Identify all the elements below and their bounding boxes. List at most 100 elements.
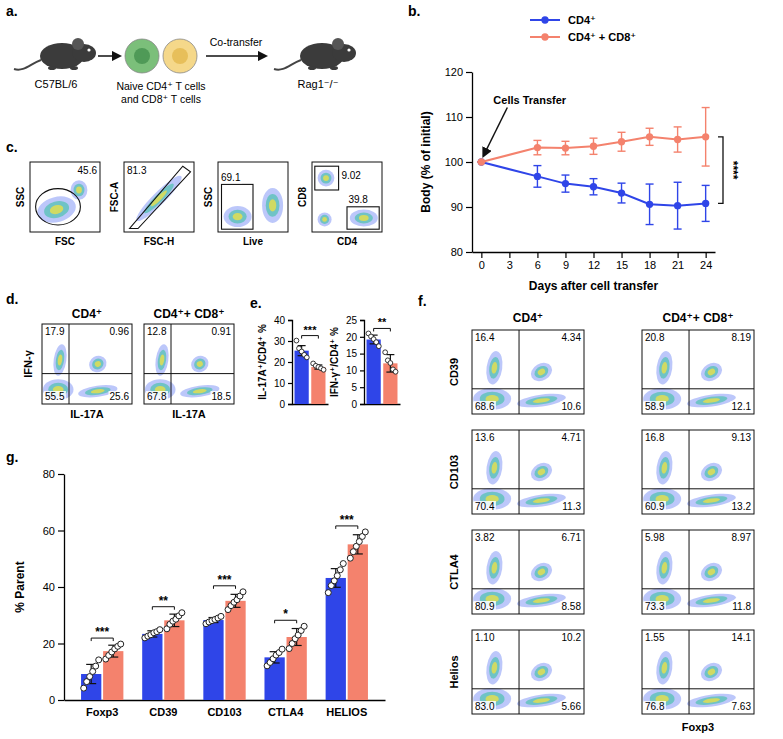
gate [36, 189, 81, 225]
error-bar-cap [590, 137, 598, 138]
x-axis-title: CD4 [337, 236, 357, 247]
y-axis: 0510152025 [346, 315, 365, 410]
flow-plot: 69.1SSCLive [203, 162, 288, 247]
x-tick-label: 3 [507, 259, 513, 271]
error-bar [646, 184, 654, 225]
data-point [81, 685, 87, 691]
quadrant-line [642, 388, 754, 389]
x-tick-label: 24 [700, 259, 712, 271]
density-cloud [318, 212, 332, 226]
density-level [192, 357, 207, 372]
y-tick-mark [288, 341, 292, 342]
density-level [488, 456, 501, 479]
density-level [233, 213, 243, 220]
figure: a.C57BL/6Naive CD4⁺ T cellsand CD8⁺ T ce… [0, 0, 783, 739]
quadrant-value-group: 8.97 [731, 532, 753, 543]
density-level [707, 367, 717, 376]
series-marker [590, 143, 597, 150]
transfer-arrow [206, 55, 266, 57]
label-patch [561, 401, 583, 412]
density-cloud [188, 353, 212, 376]
legend-item: CD4⁺ [530, 14, 596, 26]
label-patch [474, 701, 496, 712]
error-bar [618, 183, 626, 203]
x-tick-mark [537, 252, 538, 258]
panel-letter: g. [6, 449, 18, 465]
density-cloud [484, 650, 504, 685]
density-level [76, 187, 82, 194]
quadrant-value-group: 70.4 [474, 501, 496, 512]
label-patch [644, 701, 666, 712]
density-level [661, 462, 668, 474]
quadrant-value: 80.9 [475, 601, 495, 612]
series-marker [562, 144, 569, 151]
x-tick-mark [593, 252, 594, 258]
bar [287, 637, 307, 700]
y-tick-mark [58, 587, 64, 588]
error-bar [533, 140, 541, 154]
y-tick: 0 [351, 399, 364, 410]
quadrant-value-group: 5.98 [644, 532, 666, 543]
label-patch [109, 326, 131, 337]
density-cloud [516, 391, 566, 410]
density-level [654, 550, 674, 585]
data-point [393, 369, 398, 374]
panel-letter: e. [250, 295, 262, 311]
recipient-label: Rag1⁻/⁻ [298, 78, 339, 90]
quadrant-line [171, 324, 172, 404]
column-title: CD4⁺+ CD8⁺ [153, 307, 224, 321]
density-level [702, 664, 720, 681]
density-level [537, 367, 547, 376]
y-tick-label: 60 [43, 525, 55, 537]
gate-shape [222, 184, 254, 229]
series-marker [646, 201, 653, 208]
significance-label: *** [340, 513, 354, 527]
x-axis: 03691215182124 [473, 252, 716, 271]
quadrant-value: 10.2 [562, 632, 582, 643]
y-tick-label: 110 [445, 111, 463, 123]
y-tick-label: 0 [279, 399, 285, 410]
y-tick: 80 [451, 246, 472, 258]
flow-plot: 1.1010.283.05.66 [472, 630, 584, 714]
density-level [269, 199, 276, 211]
x-tick-mark [481, 252, 482, 258]
series-marker [702, 133, 709, 140]
x-tick-label: CTLA4 [268, 706, 304, 718]
density-cloud [86, 353, 110, 376]
error-bar-cap [590, 194, 598, 195]
density-level [188, 353, 212, 376]
flow-plot: 5.988.9773.311.8 [642, 530, 754, 614]
y-tick: 0 [49, 694, 64, 706]
y-axis-title: Helios [448, 655, 460, 688]
bar [348, 544, 368, 700]
data-point [337, 567, 343, 573]
plot-frame [42, 324, 132, 404]
data-point [347, 555, 353, 561]
label-patch [211, 326, 233, 337]
quadrant-line [472, 688, 584, 689]
error-bar [618, 132, 626, 151]
quadrant-line [472, 488, 584, 489]
cells-label: and CD8⁺ T cells [121, 93, 201, 105]
quadrant-value-group: 11.8 [731, 601, 752, 612]
error-bar-cap [646, 145, 654, 146]
quadrant-line [642, 488, 754, 489]
series-marker [702, 200, 709, 207]
density-cloud [318, 170, 335, 187]
density-cloud [154, 343, 171, 376]
gate-value: 69.1 [221, 172, 241, 183]
y-tick-label: 30 [274, 336, 286, 347]
quadrant-value-group: 16.4 [474, 332, 496, 343]
error-bar-cap [618, 182, 626, 183]
density-level [525, 595, 558, 607]
density-level [322, 217, 327, 222]
error-bar-cap [702, 165, 710, 166]
error-bar-cap [674, 126, 682, 127]
quadrant-line [519, 630, 520, 714]
data-point [279, 646, 285, 652]
flow-plot: 12.80.9167.818.5IL-17A [144, 324, 234, 420]
y-tick-label: 20 [43, 638, 55, 650]
density-level [91, 388, 105, 394]
plot-frame [312, 162, 382, 232]
y-axis-title: IFN-γ⁺/CD4⁺ % [329, 327, 340, 397]
